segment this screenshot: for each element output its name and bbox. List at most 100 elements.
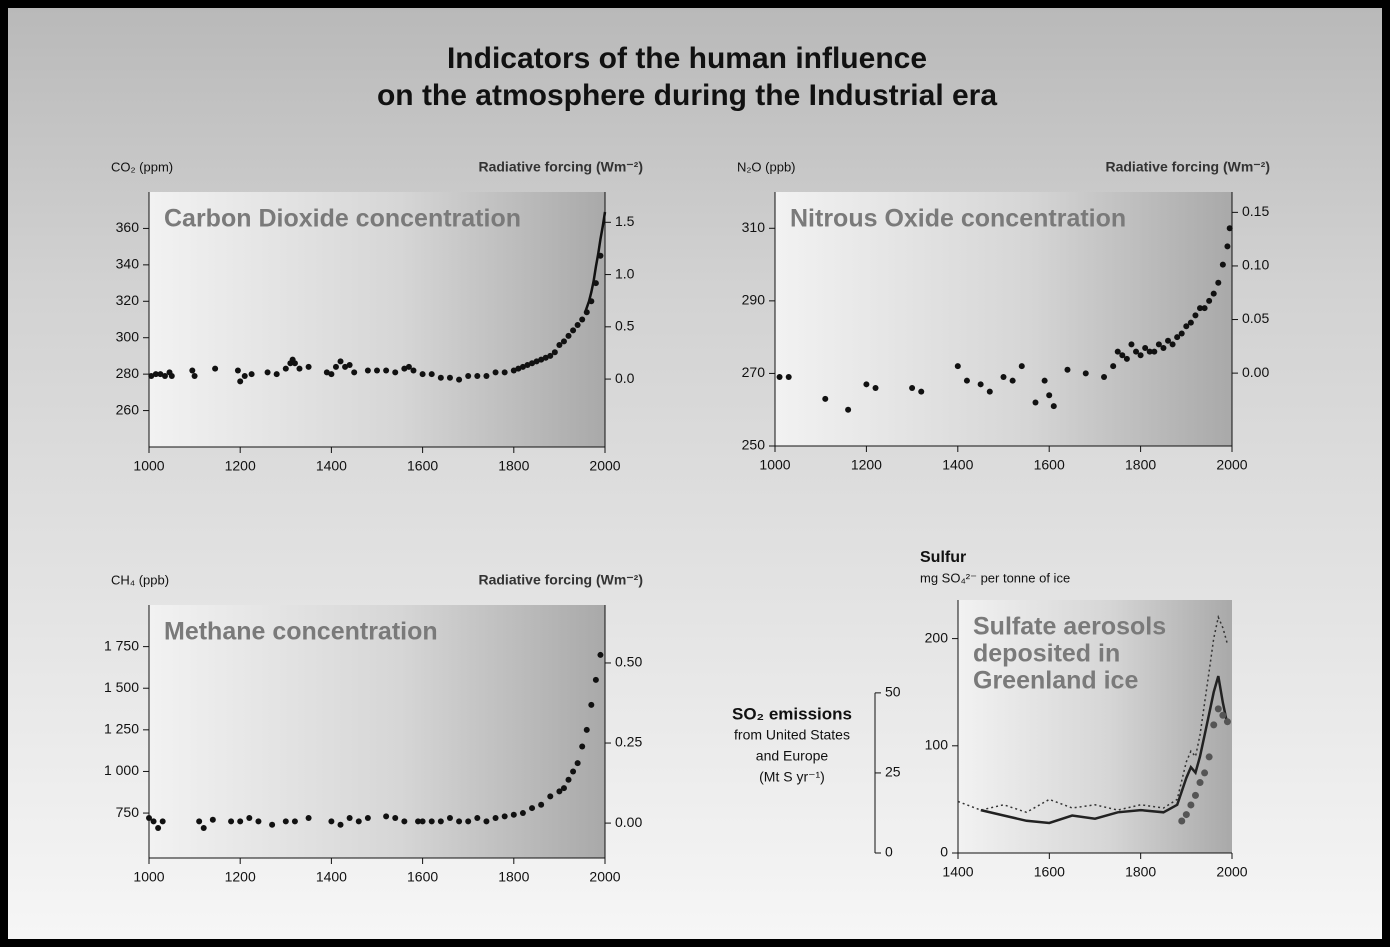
y2-axis-label: Radiative forcing (Wm⁻²): [478, 159, 643, 175]
data-point: [533, 358, 540, 365]
data-point: [456, 376, 463, 383]
data-point: [524, 362, 531, 369]
data-point: [364, 367, 371, 374]
data-point: [269, 821, 276, 828]
data-point: [560, 338, 567, 345]
data-point: [419, 818, 426, 825]
data-point: [551, 349, 558, 356]
data-point: [437, 374, 444, 381]
data-point: [501, 369, 508, 376]
data-point: [785, 374, 792, 381]
data-point: [597, 651, 604, 658]
data-point: [1219, 261, 1226, 268]
data-point: [419, 371, 426, 378]
data-point: [570, 768, 577, 775]
data-point: [570, 327, 577, 334]
data-point: [146, 815, 152, 822]
y2-tick-label: 0.10: [1242, 257, 1269, 273]
data-point: [161, 372, 168, 379]
data-point: [556, 342, 563, 348]
y2-tick-label: 0.25: [615, 734, 642, 750]
y-axis-label: CO₂ (ppm): [111, 159, 173, 174]
data-point: [273, 371, 280, 378]
y2-tick-label: 0.0: [615, 370, 635, 386]
data-point: [1041, 377, 1048, 384]
data-point: [456, 818, 463, 825]
data-point: [963, 377, 970, 384]
x-tick-label: 2000: [589, 458, 620, 474]
data-point: [282, 365, 289, 372]
data-point: [337, 821, 344, 828]
data-point: [909, 384, 916, 391]
data-point: [337, 358, 344, 365]
y-tick-label: 270: [742, 364, 766, 380]
data-point: [538, 356, 545, 363]
data-point: [1050, 403, 1057, 410]
plot-title: Greenland ice: [973, 667, 1138, 695]
data-point: [383, 367, 390, 374]
data-point: [574, 321, 581, 328]
y-tick-label: 280: [116, 365, 140, 381]
x-tick-label: 1000: [133, 869, 164, 885]
y-tick-label: 1 000: [104, 762, 139, 778]
data-point: [1119, 352, 1126, 359]
plot-area: [775, 192, 1232, 446]
x-tick-label: 1200: [851, 457, 882, 473]
x-tick-label: 1800: [498, 458, 529, 474]
data-point: [1018, 363, 1025, 370]
x-tick-label: 1400: [316, 458, 347, 474]
data-point: [346, 362, 353, 369]
data-point: [264, 369, 271, 376]
data-point: [1201, 305, 1208, 312]
data-point: [157, 371, 164, 378]
data-point: [296, 365, 303, 372]
data-point: [1178, 817, 1186, 825]
y2-tick-label: 1.0: [615, 265, 635, 281]
data-point: [483, 818, 490, 825]
y2-tick-label: 0.50: [615, 654, 642, 670]
data-point: [1215, 279, 1222, 286]
data-point: [776, 374, 783, 381]
data-point: [529, 805, 536, 812]
data-point: [1210, 721, 1218, 729]
data-point: [374, 367, 380, 374]
x-tick-label: 1600: [1034, 457, 1065, 473]
plot-title: Methane concentration: [164, 618, 438, 646]
data-point: [519, 363, 526, 370]
data-point: [1214, 705, 1222, 713]
data-point: [1146, 348, 1153, 355]
data-point: [1110, 363, 1117, 370]
data-point: [332, 363, 339, 370]
data-point: [191, 372, 198, 379]
data-point: [1142, 345, 1149, 352]
data-point: [565, 332, 572, 339]
y-tick-label: 0: [940, 844, 948, 860]
data-point: [168, 372, 175, 379]
data-point: [196, 818, 203, 825]
data-point: [237, 818, 244, 825]
data-point: [1046, 392, 1053, 399]
x-tick-label: 1200: [225, 458, 256, 474]
data-point: [346, 815, 353, 822]
data-point: [465, 818, 472, 825]
data-point: [428, 818, 435, 825]
data-point: [1032, 399, 1039, 406]
data-point: [1201, 769, 1209, 777]
data-point: [1114, 348, 1121, 355]
data-point: [228, 818, 235, 825]
data-point: [501, 813, 508, 820]
y-tick-label: 1 250: [104, 721, 139, 737]
data-line: [957, 614, 1229, 814]
y-axis-label: mg SO₄²⁻ per tonne of ice: [920, 570, 1070, 585]
y-tick-label: 100: [925, 736, 949, 752]
data-point: [560, 785, 567, 792]
data-point: [392, 815, 399, 822]
data-point: [822, 395, 829, 402]
data-point: [547, 793, 554, 800]
y-tick-label: 290: [742, 292, 766, 308]
x-tick-label: 1800: [1125, 457, 1156, 473]
data-point: [1151, 348, 1158, 355]
data-point: [1155, 341, 1162, 348]
x-tick-label: 1000: [759, 457, 790, 473]
